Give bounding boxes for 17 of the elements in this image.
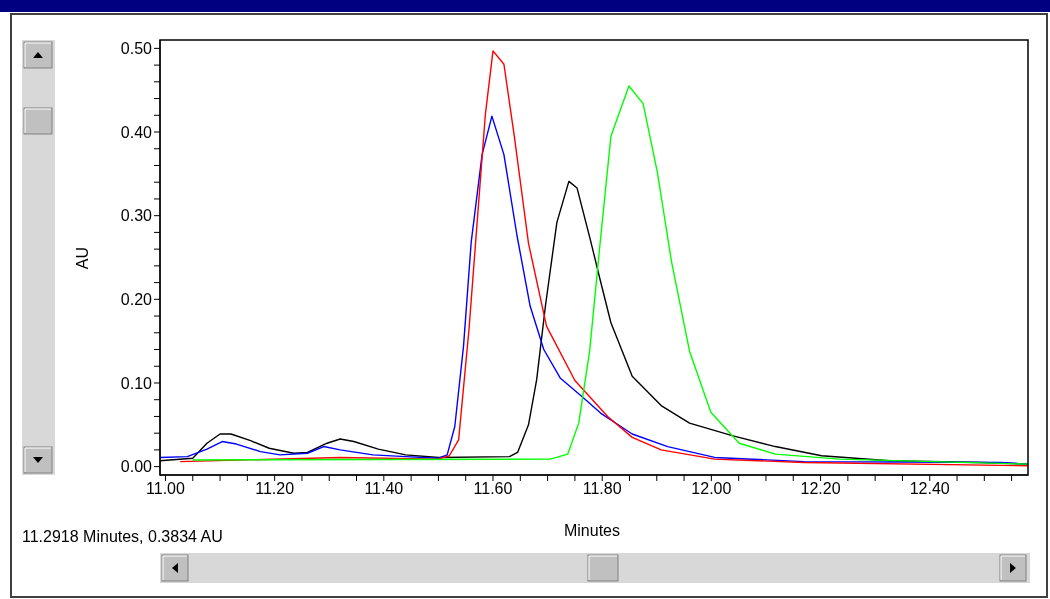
y-tick-label: 0.10 <box>120 374 153 392</box>
x-tick-label: 11.00 <box>146 480 185 498</box>
y-tick-label: 0.30 <box>120 207 153 225</box>
y-axis-title: AU <box>74 246 91 270</box>
x-tick-label: 11.80 <box>582 480 622 498</box>
x-tick-label: 12.00 <box>691 480 732 498</box>
y-tick-label: 0.20 <box>120 291 153 309</box>
y-tick-label: 0.50 <box>120 40 153 58</box>
text: 11.2918 Minutes, 0.3834 AU <box>22 528 223 545</box>
x-tick-label: 12.40 <box>909 480 950 498</box>
y-tick-label: 0.00 <box>120 458 153 476</box>
x-axis-title: Minutes <box>563 522 621 539</box>
x-tick-label: 12.20 <box>800 480 841 498</box>
y-tick-label: 0.40 <box>120 123 153 141</box>
x-tick-label: 11.20 <box>255 480 295 498</box>
x-tick-label: 11.40 <box>364 480 404 498</box>
x-tick-label: 11.60 <box>473 480 513 498</box>
